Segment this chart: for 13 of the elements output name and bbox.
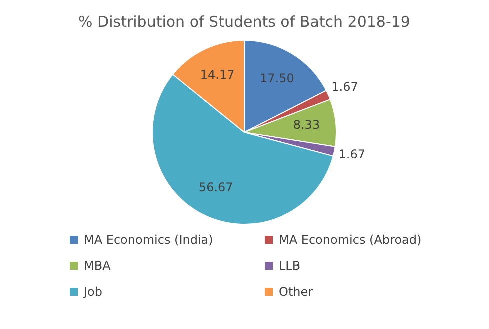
data-label: 17.50: [260, 71, 294, 86]
data-label: 14.17: [200, 68, 235, 82]
chart-title: % Distribution of Students of Batch 2018-19: [78, 12, 410, 31]
data-label: 1.67: [338, 147, 366, 162]
legend-label: Job: [84, 285, 102, 299]
legend-label: MA Economics (India): [84, 233, 214, 247]
data-label: 56.67: [198, 180, 234, 194]
legend-label: Other: [279, 285, 314, 299]
legend-label: MBA: [84, 259, 111, 273]
data-label: 8.33: [293, 118, 320, 132]
legend-label: LLB: [279, 259, 301, 273]
legend-label: MA Economics (Abroad): [279, 233, 422, 247]
data-label: 1.67: [332, 80, 358, 94]
